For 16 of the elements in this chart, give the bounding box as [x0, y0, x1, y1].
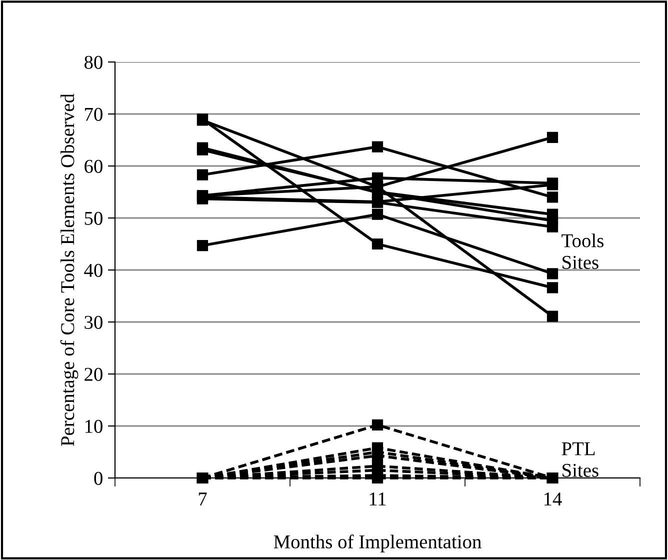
x-tick-label: 14: [544, 492, 562, 506]
annotation: Tools Sites: [562, 234, 604, 269]
y-tick-label: 40: [84, 264, 102, 277]
x-tick-label: 7: [198, 492, 207, 506]
y-tick-label: 70: [85, 108, 102, 121]
annotation: PTL Sites: [562, 442, 598, 477]
y-tick-label: 50: [84, 212, 102, 225]
y-tick-label: 20: [84, 368, 102, 381]
y-tick-label: 80: [84, 56, 102, 69]
x-axis-title: Months of Implementation: [274, 534, 482, 552]
y-tick-label: 30: [84, 316, 102, 329]
x-tick-label: 11: [370, 492, 386, 506]
y-tick-label: 0: [94, 472, 102, 485]
y-tick-label: 10: [85, 420, 102, 433]
y-axis-title: Percentage of Core Tools Elements Observed: [60, 94, 78, 446]
y-tick-label: 60: [84, 160, 102, 173]
